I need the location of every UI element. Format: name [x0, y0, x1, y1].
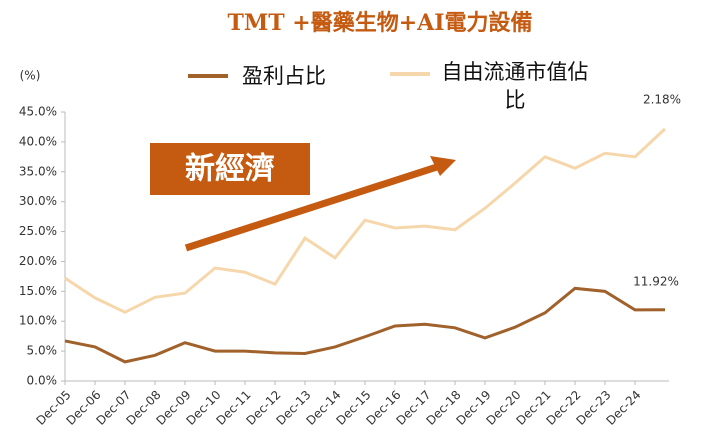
legend-label: 自由流通市值佔比: [441, 60, 589, 112]
legend-item: 盈利占比: [188, 62, 408, 90]
y-tick-label: 25.0%: [19, 224, 57, 238]
y-tick-label: 30.0%: [19, 194, 57, 208]
annotation: 11.92%: [633, 275, 679, 289]
legend-item: 自由流通市值佔比: [390, 58, 650, 114]
y-tick-label: 35.0%: [19, 164, 57, 178]
y-tick-label: 20.0%: [19, 254, 57, 268]
y-tick-label: 40.0%: [19, 134, 57, 148]
y-tick-label: 15.0%: [19, 284, 57, 298]
callout-box: [150, 143, 310, 195]
arrow-head: [430, 156, 456, 176]
y-tick-label: 10.0%: [19, 314, 57, 328]
trend-arrow: [184, 162, 442, 252]
series-line: [64, 127, 667, 314]
chart-title: TMT +醫藥生物+AI電力設備: [228, 10, 533, 36]
legend-swatch-1: [390, 72, 430, 76]
series-line: [64, 286, 666, 364]
callout-text: 新經濟: [185, 152, 275, 187]
y-tick-label: 0.0%: [27, 374, 58, 388]
y-tick-label: 45.0%: [19, 105, 57, 119]
annotation: 2.18%: [643, 93, 681, 107]
y-tick-label: 5.0%: [27, 344, 58, 358]
legend-swatch-0: [188, 74, 228, 78]
y-axis-label: (%): [20, 69, 41, 83]
legend-label: 盈利占比: [242, 64, 326, 88]
